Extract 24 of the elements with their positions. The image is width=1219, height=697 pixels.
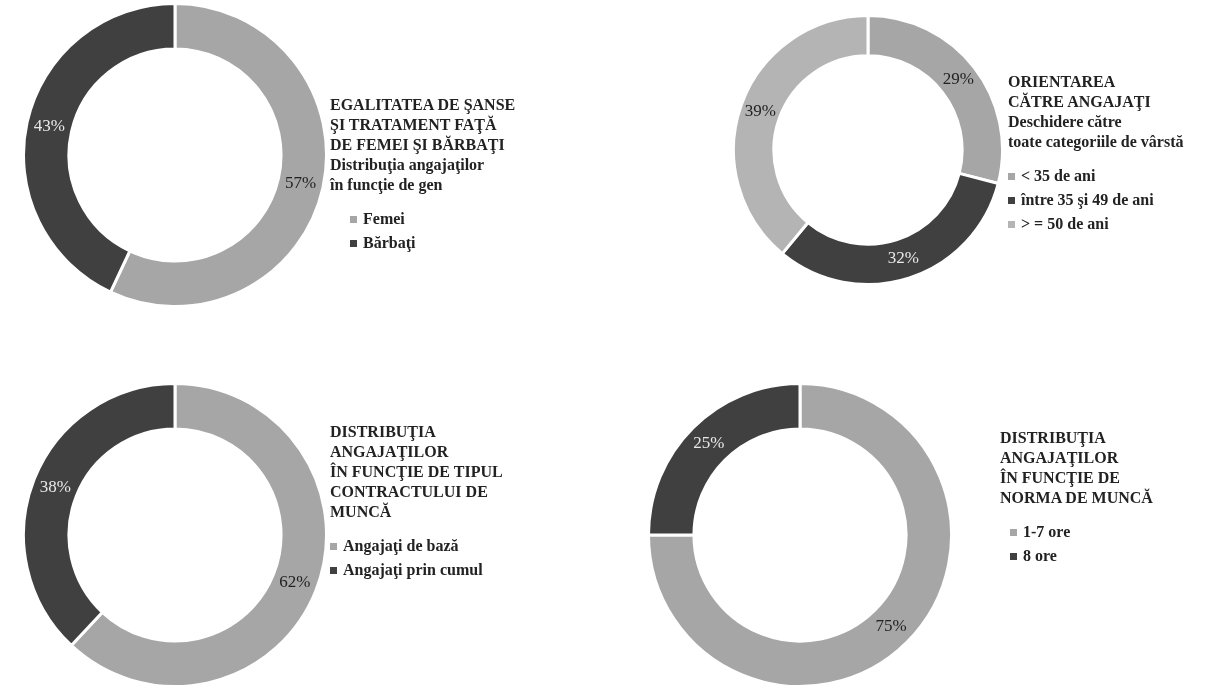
legend-label: Femei — [363, 209, 405, 229]
text: Deschidere către toate categoriile de vârstă — [1008, 112, 1184, 152]
text: ORIENTAREA CĂTRE ANGAJAŢI — [1008, 72, 1152, 112]
legend-label: Bărbaţi — [363, 233, 416, 253]
legend-label: 1-7 ore — [1023, 522, 1071, 542]
text: EGALITATEA DE ŞANSE ŞI TRATAMENT FAŢĂ DE FEMEI ŞI BĂRBAŢI — [330, 95, 516, 155]
data-label: 62% — [279, 571, 311, 591]
legend-label: < 35 de ani — [1021, 166, 1096, 186]
legend-label: > = 50 de ani — [1021, 214, 1109, 234]
text: Distribuţia angajaţilor în funcţie de gen — [330, 155, 486, 195]
data-label: 32% — [887, 248, 919, 268]
text: DISTRIBUŢIA ANGAJAŢILOR ÎN FUNCŢIE DE NORMA DE MUNCĂ — [1000, 428, 1153, 508]
data-label: 43% — [33, 116, 65, 136]
legend-label: 8 ore — [1023, 546, 1057, 566]
data-label: 75% — [875, 615, 907, 635]
data-label: 39% — [744, 100, 777, 120]
data-label: 38% — [39, 477, 71, 497]
data-label: 29% — [942, 69, 974, 89]
legend-label: între 35 şi 49 de ani — [1021, 190, 1154, 210]
legend-label: Angajaţi prin cumul — [343, 560, 483, 580]
data-label: 25% — [693, 433, 725, 453]
text: DISTRIBUŢIA ANGAJAŢILOR ÎN FUNCŢIE DE TIPUL CONTRACTULUI DE MUNCĂ — [330, 422, 503, 522]
data-label: 57% — [285, 172, 317, 192]
legend-label: Angajaţi de bază — [343, 536, 459, 556]
